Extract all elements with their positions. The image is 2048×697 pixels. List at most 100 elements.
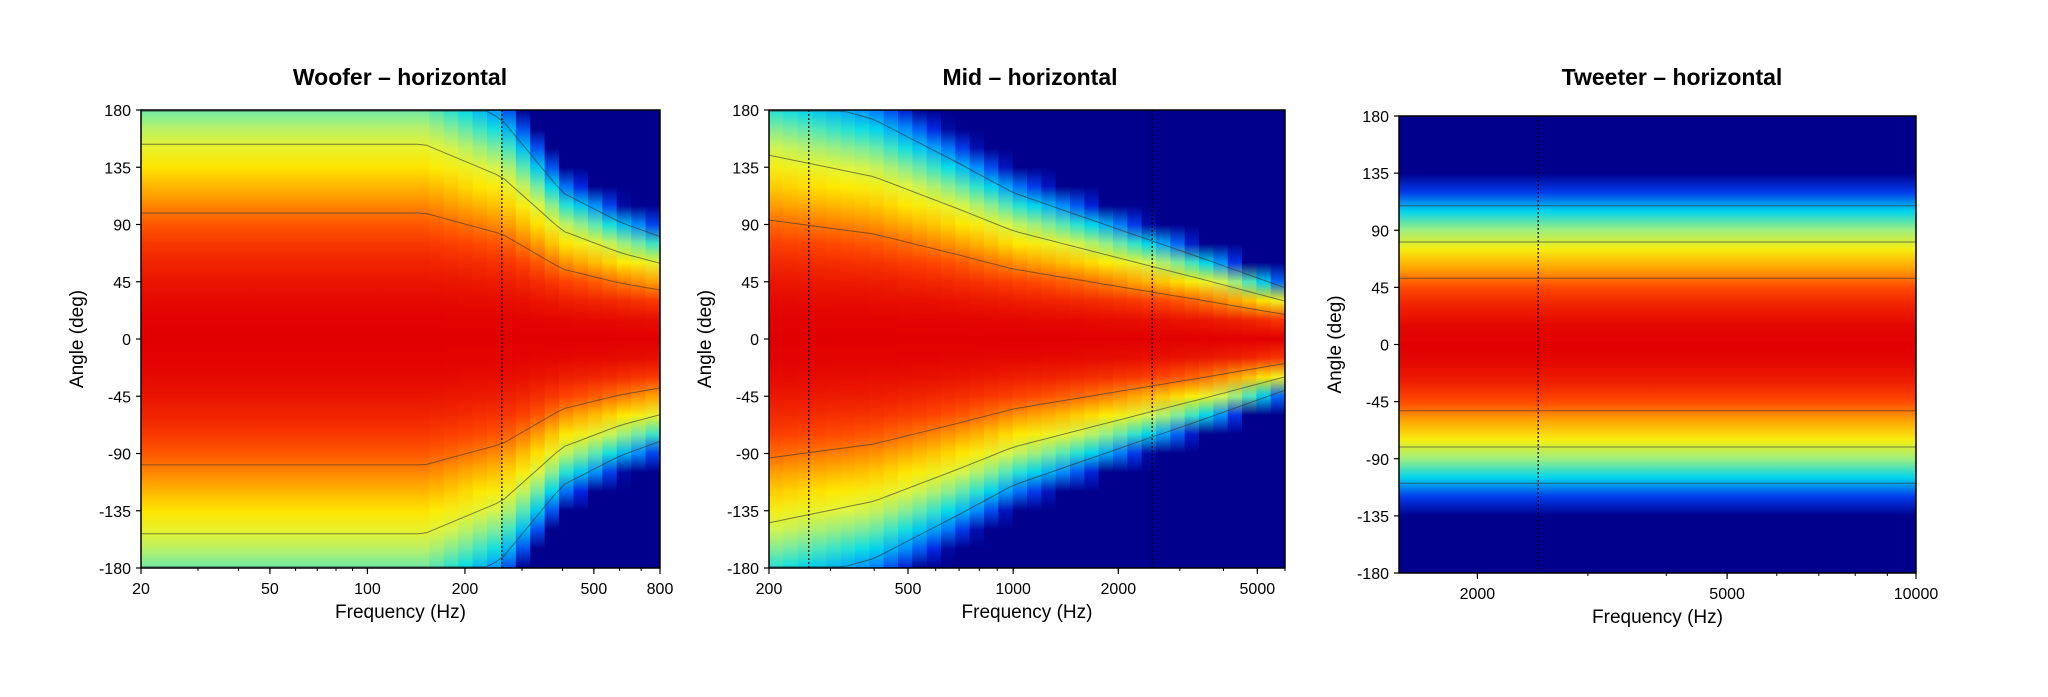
contour-line bbox=[769, 154, 1285, 302]
heatmap-column bbox=[1872, 116, 1889, 573]
heatmap-column bbox=[1113, 110, 1129, 568]
heatmap-column bbox=[769, 110, 785, 568]
panel-woofer: Woofer – horizontal 180 135 90 45 0 -45 -90 -135… bbox=[67, 64, 673, 623]
x-tick-label: 5000 bbox=[1240, 581, 1276, 598]
chart-title: Tweeter – horizontal bbox=[1562, 64, 1783, 90]
y-tick-label: 0 bbox=[1380, 338, 1389, 355]
y-tick-label: 180 bbox=[1362, 109, 1389, 126]
heatmap-column bbox=[141, 110, 157, 568]
y-axis-label: Angle (deg) bbox=[695, 290, 716, 388]
heatmap-column bbox=[1156, 110, 1172, 568]
x-axis-label: Frequency (Hz) bbox=[335, 602, 466, 623]
y-tick-label: -135 bbox=[1357, 509, 1389, 526]
y-tick-label: 135 bbox=[732, 160, 759, 177]
heatmap-column bbox=[1729, 116, 1745, 573]
heatmap-column bbox=[1528, 116, 1544, 573]
x-tick-label: 200 bbox=[756, 581, 783, 598]
y-tick-label: 45 bbox=[113, 275, 131, 292]
y-tick-label: 0 bbox=[750, 332, 759, 349]
x-tick-label: 100 bbox=[354, 581, 381, 598]
y-tick-label: -90 bbox=[736, 447, 759, 464]
heatmap-column bbox=[155, 110, 171, 568]
heatmap-column bbox=[1743, 116, 1759, 573]
x-tick-label: 50 bbox=[261, 581, 279, 598]
heatmap-column bbox=[1413, 116, 1429, 573]
heatmap-column bbox=[169, 110, 186, 568]
heatmap-column bbox=[797, 110, 813, 568]
heatmap-column bbox=[898, 110, 914, 568]
heatmap-column bbox=[631, 110, 647, 568]
heatmap-column bbox=[443, 110, 459, 568]
heatmap-column bbox=[400, 110, 416, 568]
heatmap-column bbox=[227, 110, 243, 568]
heatmap-column bbox=[1628, 116, 1644, 573]
heatmap-column bbox=[213, 110, 229, 568]
x-axis-label: Frequency (Hz) bbox=[1592, 607, 1723, 628]
y-tick-label: 135 bbox=[104, 160, 131, 177]
x-axis-label: Frequency (Hz) bbox=[962, 602, 1093, 623]
y-tick-label: 45 bbox=[1371, 280, 1389, 297]
heatmap-column bbox=[285, 110, 301, 568]
heatmap-column bbox=[1556, 116, 1573, 573]
y-tick-label: -90 bbox=[1366, 452, 1389, 469]
heatmap-column bbox=[1027, 110, 1043, 568]
heatmap-column bbox=[270, 110, 286, 568]
contour-line bbox=[769, 376, 1285, 524]
heatmap-column bbox=[544, 110, 560, 568]
contour-line bbox=[141, 440, 660, 568]
heatmap-column bbox=[1887, 116, 1903, 573]
heatmap-column bbox=[198, 110, 214, 568]
y-tick-label: 0 bbox=[122, 332, 131, 349]
heatmap-column bbox=[314, 110, 330, 568]
contour-line bbox=[141, 110, 660, 238]
heatmap-column bbox=[573, 110, 589, 568]
heatmap-column bbox=[883, 110, 899, 568]
heatmap-column bbox=[1098, 110, 1114, 568]
heatmap-column bbox=[1700, 116, 1716, 573]
heatmap-column bbox=[1485, 116, 1501, 573]
heatmap-column bbox=[587, 110, 604, 568]
heatmap-column bbox=[1758, 116, 1774, 573]
heatmap-column bbox=[1399, 116, 1415, 573]
heatmap-column bbox=[559, 110, 575, 568]
heatmap-column bbox=[1686, 116, 1702, 573]
x-tick-label: 10000 bbox=[1894, 586, 1939, 603]
y-axis-label: Angle (deg) bbox=[1325, 295, 1346, 393]
heatmap-column bbox=[969, 110, 985, 568]
heatmap-column bbox=[371, 110, 387, 568]
x-tick-label: 500 bbox=[581, 581, 608, 598]
heatmap-column bbox=[1055, 110, 1071, 568]
heatmap-column bbox=[1041, 110, 1057, 568]
y-tick-label: -180 bbox=[727, 561, 759, 578]
heatmap-column bbox=[1815, 116, 1831, 573]
panel-tweeter: Tweeter – horizontal 180 135 90 45 0 -45 -90 -13… bbox=[1325, 64, 1938, 628]
heatmap-column bbox=[1600, 116, 1616, 573]
heatmap-column bbox=[1657, 116, 1673, 573]
heatmap-column bbox=[1442, 116, 1458, 573]
heatmap-column bbox=[955, 110, 971, 568]
heatmap-column bbox=[1772, 116, 1788, 573]
y-tick-label: 90 bbox=[1371, 223, 1389, 240]
panel-mid: Mid – horizontal 180 135 90 45 0 -45 -90 -135 -18… bbox=[695, 64, 1286, 623]
y-tick-label: -180 bbox=[99, 561, 131, 578]
heatmap-column bbox=[1270, 110, 1285, 568]
y-tick-label: 180 bbox=[104, 103, 131, 120]
heatmap-column bbox=[941, 110, 957, 568]
heatmap-column bbox=[1070, 110, 1086, 568]
heatmap-column bbox=[184, 110, 200, 568]
heatmap-column bbox=[1213, 110, 1229, 568]
heatmap-field bbox=[1399, 116, 1916, 573]
heatmap-column bbox=[1614, 116, 1630, 573]
heatmap-column bbox=[1470, 116, 1486, 573]
heatmap-field bbox=[769, 110, 1285, 568]
y-tick-label: -135 bbox=[99, 504, 131, 521]
heatmap-column bbox=[342, 110, 359, 568]
heatmap-column bbox=[1084, 110, 1100, 568]
heatmap-column bbox=[1427, 116, 1443, 573]
heatmap-column bbox=[487, 110, 503, 568]
heatmap-column bbox=[501, 110, 517, 568]
heatmap-column bbox=[1829, 116, 1845, 573]
heatmap-column bbox=[984, 110, 1000, 568]
heatmap-column bbox=[912, 110, 928, 568]
